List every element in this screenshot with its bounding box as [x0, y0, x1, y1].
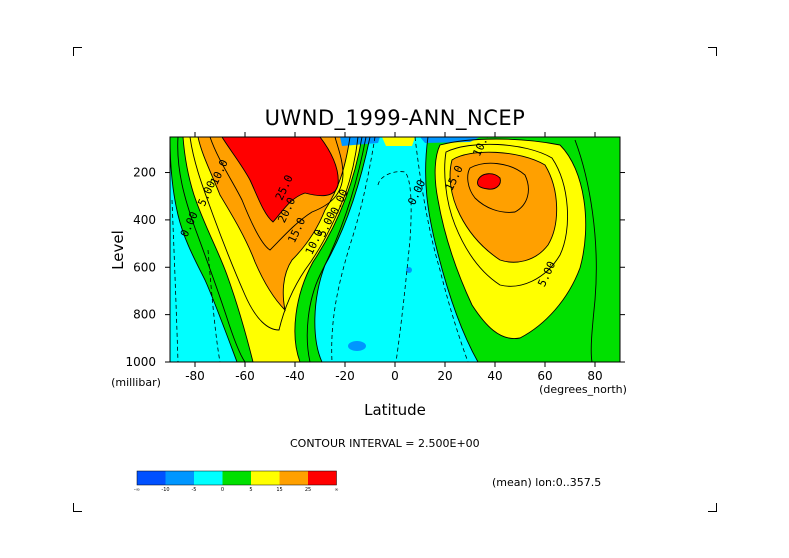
colorbar-label: -10 — [161, 487, 169, 493]
colorbar-label: -∞ — [134, 487, 140, 493]
mean-longitude-note: (mean) lon:0..357.5 — [492, 476, 602, 489]
crop-mark-bottom-left — [73, 503, 82, 512]
y-axis-label: Level — [109, 230, 127, 270]
x-tick-label: 60 — [537, 369, 552, 383]
crop-mark-top-right — [708, 47, 717, 56]
colorbar-label: 15 — [276, 487, 282, 493]
contour-interval: CONTOUR INTERVAL = 2.500E+00 — [290, 437, 480, 450]
y-axis-units: (millibar) — [111, 376, 161, 389]
colorbar-swatch — [194, 471, 223, 485]
colorbar-swatch — [279, 471, 308, 485]
x-axis-label: Latitude — [364, 401, 426, 419]
colorbar-swatch — [308, 471, 337, 485]
chart-title: UWND_1999-ANN_NCEP — [264, 106, 526, 130]
x-tick-label: 80 — [587, 369, 602, 383]
colorbar-label: 25 — [305, 487, 311, 493]
northern-jet-bands — [425, 137, 620, 362]
y-tick-label: 800 — [133, 308, 156, 322]
colorbar-label: 5 — [249, 487, 252, 493]
crop-mark-top-left — [73, 47, 82, 56]
colorbar-swatch — [251, 471, 280, 485]
colorbar-swatch — [165, 471, 194, 485]
x-tick-label: 0 — [391, 369, 399, 383]
colorbar-swatch — [137, 471, 166, 485]
y-tick-label: 200 — [133, 166, 156, 180]
x-tick-label: -80 — [185, 369, 205, 383]
x-tick-label: 40 — [487, 369, 502, 383]
x-tick-label: 20 — [437, 369, 452, 383]
band-25-plus — [222, 137, 339, 222]
equatorial-easterly-patch-2 — [420, 137, 480, 143]
colorbar-label: 0 — [221, 487, 224, 493]
y-tick-label: 400 — [133, 213, 156, 227]
x-tick-label: -40 — [285, 369, 305, 383]
band-25-plus — [477, 173, 501, 190]
colorbar-swatch — [222, 471, 251, 485]
colorbar-label: -5 — [192, 487, 197, 493]
x-axis-units: (degrees_north) — [539, 383, 627, 396]
crop-mark-bottom-right — [708, 503, 717, 512]
band-15-25 — [450, 152, 557, 263]
y-tick-label: 1000 — [125, 355, 156, 369]
equatorial-top-yellow — [382, 137, 415, 146]
small-easterly-patch — [406, 267, 412, 273]
negative-contours — [171, 137, 469, 362]
contour-lines — [170, 137, 597, 362]
surface-easterly-patch — [348, 341, 366, 351]
colorbar-frame — [136, 470, 337, 486]
colorbar-label: ∞ — [334, 487, 338, 493]
y-tick-label: 600 — [133, 260, 156, 274]
x-tick-label: -20 — [335, 369, 355, 383]
x-tick-label: -60 — [235, 369, 255, 383]
colorbar: -∞ -10 -5 0 5 15 25 ∞ — [134, 470, 339, 493]
x-axis: -80 -60 -40 -20 0 20 40 60 80 — [185, 132, 603, 383]
y-axis: 200 400 600 800 1000 — [125, 166, 625, 369]
